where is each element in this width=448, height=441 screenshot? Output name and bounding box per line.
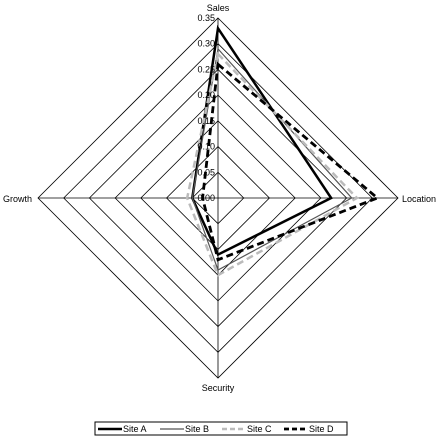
tick-label: 0.35 <box>197 13 215 23</box>
radar-series <box>185 24 381 277</box>
legend: Site A Site B Site C Site D <box>94 421 348 436</box>
tick-label: 0.10 <box>197 142 215 152</box>
legend-entry: Site A <box>123 424 147 434</box>
series-site-a <box>190 24 333 257</box>
radar-tick-labels: 0.00 0.05 0.10 0.15 0.20 0.25 0.30 0.35 <box>197 13 215 203</box>
radar-axes <box>38 18 398 378</box>
axis-label-security: Security <box>202 383 235 393</box>
series-site-c <box>185 51 359 277</box>
series-site-b <box>191 47 353 271</box>
tick-label: 0.15 <box>197 116 215 126</box>
tick-label: 0.05 <box>197 167 215 177</box>
legend-entry: Site D <box>309 424 334 434</box>
tick-label: 0.20 <box>197 90 215 100</box>
tick-label: 0.30 <box>197 39 215 49</box>
tick-label: 0.00 <box>197 193 215 203</box>
axis-label-growth: Growth <box>3 194 32 204</box>
series-site-d <box>201 61 381 262</box>
legend-entry: Site C <box>247 424 272 434</box>
tick-label: 0.25 <box>197 64 215 74</box>
legend-box <box>94 421 348 436</box>
axis-label-location: Location <box>402 194 436 204</box>
legend-entry: Site B <box>185 424 209 434</box>
axis-label-sales: Sales <box>207 3 230 13</box>
